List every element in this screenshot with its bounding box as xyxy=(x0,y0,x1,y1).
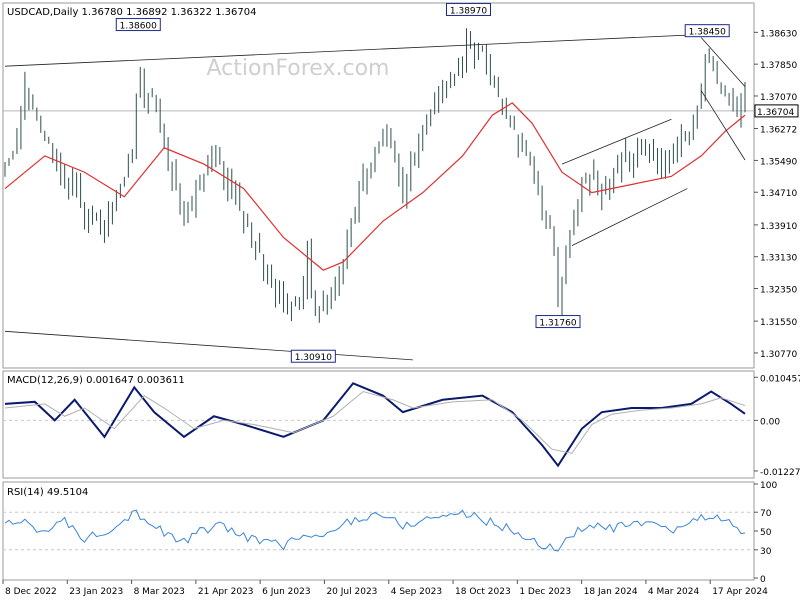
price-axis-tick-label: 1.37070 xyxy=(760,93,797,103)
trendline xyxy=(4,330,413,361)
x-axis-tick-label: 4 Mar 2024 xyxy=(648,587,700,597)
x-axis-tick-label: 4 Sep 2023 xyxy=(391,587,442,597)
x-axis-tick-label: 23 Jan 2023 xyxy=(69,587,123,597)
x-axis-tick-label: 18 Oct 2023 xyxy=(455,587,511,597)
price-axis-tick-label: 1.37850 xyxy=(760,61,797,71)
price-annotation-box xyxy=(445,2,491,16)
trendline xyxy=(700,37,746,87)
rsi-panel xyxy=(2,481,755,581)
x-axis-tick-label: 21 Apr 2023 xyxy=(198,587,254,597)
price-annotation-label: 1.31760 xyxy=(539,319,576,329)
price-axis-tick-label: 1.30770 xyxy=(760,350,797,360)
price-annotation-box xyxy=(115,18,161,32)
rsi-line xyxy=(4,509,746,552)
price-annotation-label: 1.38600 xyxy=(120,22,157,32)
macd-signal-line xyxy=(4,390,746,454)
x-axis-tick-label: 1 Dec 2023 xyxy=(519,587,571,597)
watermark: ActionForex.com xyxy=(207,56,390,81)
macd-title: MACD(12,26,9) 0.001647 0.003611 xyxy=(7,375,185,386)
macd-line xyxy=(4,382,746,468)
macd-panel xyxy=(2,370,755,479)
rsi-axis-tick-label: 30 xyxy=(760,547,772,557)
x-axis-tick-label: 8 Dec 2022 xyxy=(5,587,57,597)
rsi-axis-tick-label: 70 xyxy=(760,509,772,519)
macd-axis-tick-label: 0.010457 xyxy=(760,374,800,384)
price-annotation-label: 1.38450 xyxy=(689,28,726,38)
price-axis-tick-label: 1.36272 xyxy=(760,126,797,136)
x-axis-tick-label: 6 Jun 2023 xyxy=(262,587,310,597)
x-axis-tick-label: 20 Jul 2023 xyxy=(326,587,377,597)
rsi-axis-tick-label: 100 xyxy=(760,481,777,491)
price-annotation-box xyxy=(535,315,581,329)
ma-line xyxy=(4,102,746,271)
price-annotation-label: 1.38970 xyxy=(450,6,487,16)
trendline xyxy=(561,118,672,165)
rsi-axis-tick-label: 0 xyxy=(760,575,766,585)
price-annotation-label: 1.30910 xyxy=(295,353,332,363)
trendline xyxy=(700,90,746,161)
rsi-title: RSI(14) 49.5104 xyxy=(7,487,88,498)
price-axis-tick-label: 1.35490 xyxy=(760,157,797,167)
price-annotation-box xyxy=(684,24,730,38)
price-axis-tick-label: 1.32350 xyxy=(760,285,797,295)
x-axis-tick-label: 17 Apr 2024 xyxy=(712,587,768,597)
trendline xyxy=(4,33,722,67)
rsi-axis-tick-label: 50 xyxy=(760,528,772,538)
x-axis-tick-label: 8 Mar 2023 xyxy=(134,587,185,597)
x-axis-tick-label: 18 Jan 2024 xyxy=(584,587,638,597)
macd-axis-tick-label: -0.012276 xyxy=(760,468,800,478)
trendline xyxy=(571,188,688,247)
current-price-label: 1.36704 xyxy=(757,108,794,118)
price-axis-tick-label: 1.34710 xyxy=(760,189,797,199)
price-annotation-box xyxy=(290,349,336,363)
chart-title: USDCAD,Daily 1.36780 1.36892 1.36322 1.3… xyxy=(7,7,257,18)
price-axis-tick-label: 1.33910 xyxy=(760,222,797,232)
price-axis-tick-label: 1.38630 xyxy=(760,29,797,39)
current-price-box xyxy=(754,104,799,118)
price-axis-tick-label: 1.31550 xyxy=(760,318,797,328)
price-axis-tick-label: 1.33130 xyxy=(760,254,797,264)
macd-axis-tick-label: 0.00 xyxy=(760,417,780,427)
